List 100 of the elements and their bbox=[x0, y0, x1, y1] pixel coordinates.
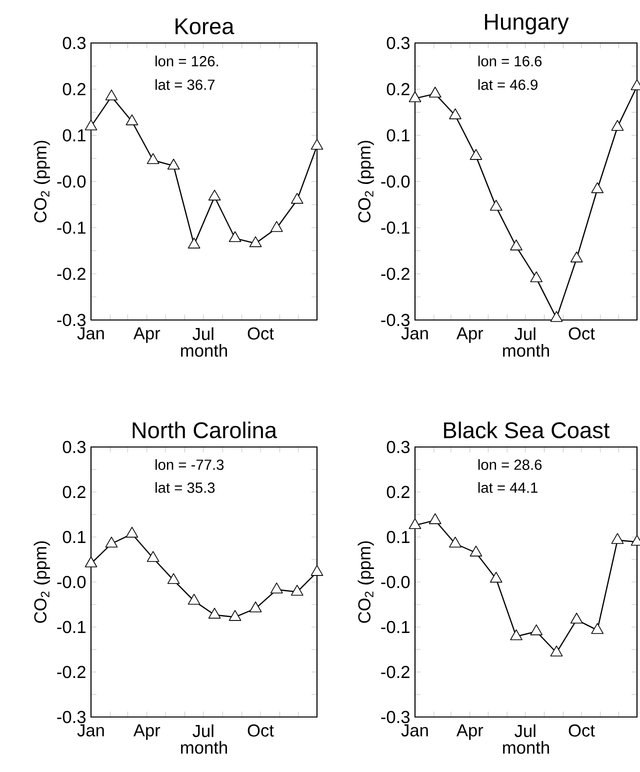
y-tick-label: 0.3 bbox=[386, 440, 410, 454]
x-tick-label: Oct bbox=[248, 724, 274, 737]
x-tick-label: Oct bbox=[568, 327, 595, 340]
y-tick-label: 0.1 bbox=[386, 129, 410, 142]
point bbox=[188, 594, 200, 605]
point bbox=[126, 526, 138, 538]
point bbox=[530, 271, 543, 282]
point bbox=[408, 91, 422, 102]
y-tick-label: -0.3 bbox=[381, 314, 410, 326]
x-tick-label: Jul bbox=[192, 724, 214, 738]
point bbox=[530, 624, 543, 636]
x-tick-label: Apr bbox=[456, 724, 484, 740]
point bbox=[428, 86, 442, 98]
x-tick-label: Apr bbox=[133, 724, 160, 740]
point bbox=[270, 582, 283, 594]
point bbox=[228, 231, 242, 242]
x-tick-label: Oct bbox=[568, 724, 595, 737]
point bbox=[570, 252, 583, 262]
x-tick-label: Jan bbox=[401, 327, 428, 340]
y-axis-title: CO$_{2}$ (ppm) bbox=[34, 140, 50, 222]
x-axis-title: month bbox=[181, 741, 227, 754]
x-tick-label: Jul bbox=[192, 327, 214, 340]
y-tick-label: -0.1 bbox=[57, 222, 86, 234]
point bbox=[290, 584, 304, 596]
point bbox=[510, 240, 522, 250]
chart-title: Black Sea Coast bbox=[444, 422, 610, 438]
x-axis-title: month bbox=[181, 344, 227, 357]
point bbox=[591, 623, 604, 634]
annotation: lon = 126. bbox=[156, 56, 218, 66]
x-tick-label: Jan bbox=[77, 327, 104, 340]
annotation: lat = 35.3 bbox=[156, 482, 215, 493]
y-tick-label: 0.2 bbox=[386, 83, 410, 96]
point bbox=[188, 238, 200, 248]
chart-title: Hungary bbox=[485, 14, 569, 34]
point bbox=[310, 565, 324, 576]
point bbox=[570, 612, 583, 624]
point bbox=[428, 513, 442, 524]
y-tick-label: -0.2 bbox=[381, 268, 410, 280]
y-tick-label: 0.2 bbox=[62, 83, 86, 96]
x-tick-label: Jan bbox=[77, 724, 104, 736]
point bbox=[146, 551, 160, 562]
point bbox=[270, 221, 283, 232]
point bbox=[310, 138, 324, 150]
point bbox=[146, 153, 160, 164]
y-tick-label: 0.3 bbox=[386, 36, 410, 50]
x-tick-label: Jul bbox=[514, 327, 536, 340]
y-tick-label: 0.3 bbox=[62, 440, 86, 454]
point bbox=[591, 182, 604, 194]
y-tick-label: -0.0 bbox=[381, 175, 410, 188]
x-axis-title: month bbox=[503, 741, 549, 754]
point bbox=[490, 572, 502, 583]
y-tick-label: 0.1 bbox=[62, 129, 86, 142]
annotation: lat = 44.1 bbox=[478, 482, 538, 493]
x-axis-title: month bbox=[503, 344, 549, 357]
annotation: lat = 36.7 bbox=[156, 79, 215, 90]
y-tick-label: -0.0 bbox=[57, 576, 86, 588]
point bbox=[550, 646, 563, 656]
point bbox=[249, 236, 262, 248]
point bbox=[84, 556, 98, 568]
point bbox=[550, 311, 563, 322]
point bbox=[611, 120, 624, 131]
y-tick-label: -0.2 bbox=[57, 666, 86, 678]
point bbox=[470, 149, 482, 160]
point bbox=[449, 108, 462, 120]
annotation: lon = 16.6 bbox=[478, 56, 542, 66]
y-tick-label: -0.0 bbox=[57, 175, 86, 188]
y-tick-label: -0.2 bbox=[57, 268, 86, 280]
point bbox=[208, 190, 221, 200]
point bbox=[126, 114, 138, 126]
y-axis-title: CO$_{2}$ (ppm) bbox=[358, 541, 374, 623]
y-tick-label: -0.1 bbox=[381, 222, 410, 234]
y-tick-label: 0.1 bbox=[386, 530, 410, 544]
point bbox=[167, 158, 180, 170]
point bbox=[249, 601, 262, 612]
x-tick-label: Apr bbox=[456, 327, 484, 343]
y-tick-label: 0.2 bbox=[386, 486, 410, 498]
point bbox=[290, 192, 304, 204]
point bbox=[470, 546, 482, 556]
point bbox=[449, 536, 462, 548]
point bbox=[611, 533, 624, 544]
y-tick-label: -0.3 bbox=[57, 314, 86, 326]
y-tick-label: -0.1 bbox=[381, 620, 410, 634]
point bbox=[105, 536, 118, 548]
point bbox=[84, 119, 98, 130]
chart-title: Korea bbox=[176, 18, 234, 34]
y-axis-title: CO$_{2}$ (ppm) bbox=[358, 140, 374, 222]
y-tick-label: -0.0 bbox=[381, 576, 410, 588]
point bbox=[408, 518, 422, 530]
x-tick-label: Apr bbox=[133, 327, 160, 343]
x-tick-label: Oct bbox=[248, 327, 274, 340]
y-tick-label: 0.3 bbox=[62, 36, 86, 50]
y-tick-label: 0.2 bbox=[62, 486, 86, 498]
point bbox=[228, 610, 242, 621]
annotation: lon = -77.3 bbox=[156, 459, 224, 470]
y-tick-label: -0.3 bbox=[57, 710, 86, 724]
y-tick-label: -0.1 bbox=[57, 620, 86, 634]
y-tick-label: 0.1 bbox=[62, 530, 86, 544]
point bbox=[208, 608, 221, 619]
point bbox=[167, 573, 180, 584]
point bbox=[510, 629, 522, 640]
